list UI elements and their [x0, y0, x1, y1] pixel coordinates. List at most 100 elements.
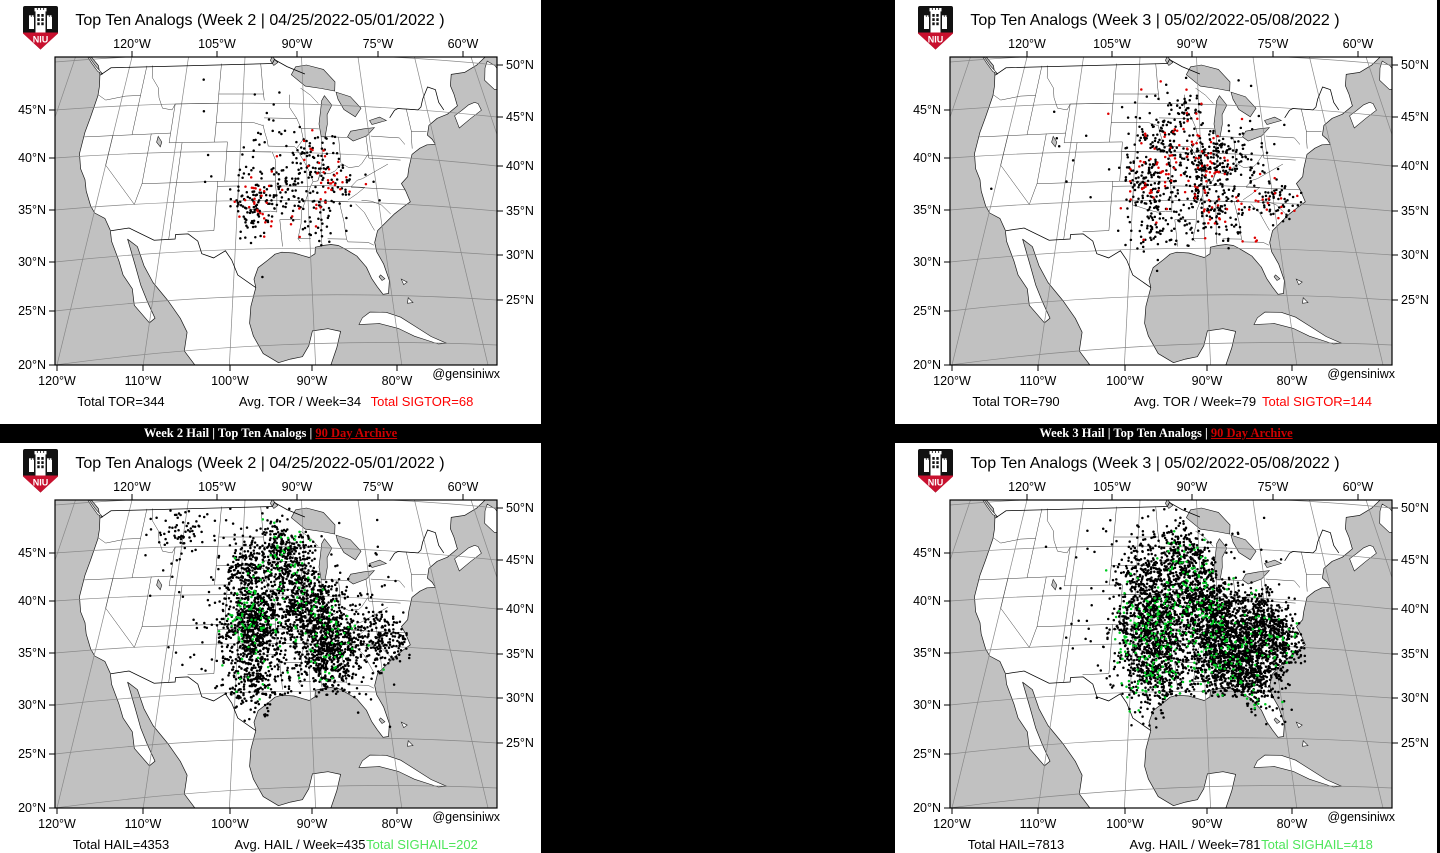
- lake: [1213, 538, 1228, 581]
- state-border: [1064, 584, 1123, 587]
- state-border: [187, 629, 218, 675]
- attribution-handle: @gensiniwx: [1327, 810, 1395, 824]
- graticule-parallel: [55, 294, 497, 312]
- attribution-handle: @gensiniwx: [432, 810, 500, 824]
- state-border: [187, 186, 218, 232]
- state-border: [279, 662, 283, 690]
- axis-label-right: 40°N: [506, 602, 534, 616]
- axis-label-right: 45°N: [506, 553, 534, 567]
- lake: [378, 274, 386, 281]
- state-border: [1242, 241, 1270, 246]
- axis-label-left: 40°N: [18, 151, 46, 165]
- report-dots-main: [202, 78, 381, 279]
- stat-total: Total HAIL=7813: [967, 837, 1065, 852]
- stats-row: Total HAIL=4353 Avg. HAIL / Week=435 Tot…: [0, 837, 541, 853]
- axis-label-top: 75°W: [363, 481, 394, 494]
- graticule-meridian: [55, 57, 76, 119]
- axis-label-right: 25°N: [1401, 293, 1429, 307]
- island: [1349, 101, 1377, 129]
- lake: [318, 538, 333, 581]
- state-border: [406, 552, 413, 592]
- graticule-parallel: [55, 247, 497, 263]
- state-border: [1195, 128, 1214, 130]
- graticule-parallel: [950, 200, 1392, 212]
- state-border: [1063, 182, 1072, 240]
- axis-label-top: 105°W: [1093, 481, 1131, 494]
- state-border: [271, 151, 276, 186]
- state-border: [169, 141, 228, 144]
- state-border: [1026, 65, 1043, 135]
- axis-label-right: 45°N: [1401, 110, 1429, 124]
- stat-significant: Total SIGTOR=144: [1262, 394, 1372, 409]
- state-border: [216, 122, 264, 126]
- axis-label-top: 120°W: [113, 38, 151, 51]
- state-border: [1265, 578, 1301, 588]
- landmass: [974, 57, 1381, 365]
- state-border: [338, 580, 342, 606]
- axis-label-bottom: 90°W: [1192, 374, 1223, 388]
- state-border: [1036, 623, 1120, 627]
- map-canvas: 120°W 105°W 90°W 75°W 60°W 120°W 110°W 100°W 90°…: [18, 38, 534, 388]
- graticule-parallel: [950, 102, 1392, 118]
- state-border: [176, 585, 183, 626]
- state-border: [217, 624, 277, 656]
- graticule-meridian: [357, 57, 403, 365]
- state-border: [1109, 506, 1117, 586]
- attribution-handle: @gensiniwx: [1327, 367, 1395, 381]
- island: [1379, 60, 1392, 90]
- axis-label-top: 90°W: [282, 38, 313, 51]
- graticule-parallel: [55, 545, 497, 561]
- landmass: [79, 57, 486, 365]
- lake: [1242, 127, 1271, 142]
- logo-red-band: [918, 32, 953, 50]
- axis-label-bottom: 90°W: [297, 817, 328, 831]
- state-border: [175, 103, 219, 105]
- axis-label-right: 35°N: [506, 647, 534, 661]
- island: [454, 544, 482, 572]
- state-border: [105, 135, 135, 205]
- graticule-parallel: [55, 737, 497, 755]
- graticule-meridian: [301, 57, 316, 365]
- axis-label-left: 30°N: [18, 255, 46, 269]
- state-border: [361, 200, 391, 215]
- graticule-meridian: [56, 500, 133, 808]
- lake: [369, 116, 388, 125]
- graticule-parallel: [950, 500, 1392, 509]
- niu-logo: NIU: [918, 6, 953, 50]
- state-border: [347, 187, 365, 201]
- lake: [1273, 274, 1281, 281]
- banner-week2-hail: Week 2 Hail | Top Ten Analogs | 90 Day A…: [0, 425, 541, 441]
- axis-label-bottom: 90°W: [1192, 817, 1223, 831]
- panel-title: Top Ten Analogs (Week 3 | 05/02/2022-05/…: [970, 455, 1340, 472]
- state-border: [1064, 141, 1123, 144]
- state-border: [84, 575, 171, 581]
- logo-red-band: [23, 32, 58, 50]
- lake: [1264, 559, 1283, 568]
- state-border: [1026, 508, 1043, 578]
- island: [982, 57, 999, 75]
- state-border: [131, 508, 148, 578]
- banner-archive-link[interactable]: 90 Day Archive: [1210, 426, 1293, 440]
- panel-title: Top Ten Analogs (Week 3 | 05/02/2022-05/…: [970, 12, 1340, 29]
- banner-archive-link[interactable]: 90 Day Archive: [315, 426, 398, 440]
- state-border: [168, 182, 177, 240]
- graticule-meridian: [1037, 500, 1084, 808]
- state-border: [300, 530, 319, 547]
- island: [1253, 754, 1342, 788]
- axis-label-top: 75°W: [1258, 38, 1289, 51]
- state-border: [279, 219, 283, 247]
- lake: [247, 481, 264, 493]
- state-border: [175, 546, 219, 548]
- axis-label-top: 120°W: [1008, 481, 1046, 494]
- axis-label-left: 35°N: [913, 646, 941, 660]
- lake: [1230, 534, 1257, 561]
- axis-label-right: 50°N: [1401, 58, 1429, 72]
- island: [400, 721, 408, 729]
- lake: [318, 95, 333, 138]
- stat-average: Avg. TOR / Week=34: [238, 394, 362, 409]
- map-canvas: 120°W 105°W 90°W 75°W 60°W 120°W 110°W 100°W 90°…: [18, 481, 534, 831]
- national-border: [1005, 227, 1152, 288]
- report-dots-significant: [1104, 530, 1299, 713]
- state-border: [1071, 142, 1078, 183]
- graticule-meridian: [357, 500, 403, 808]
